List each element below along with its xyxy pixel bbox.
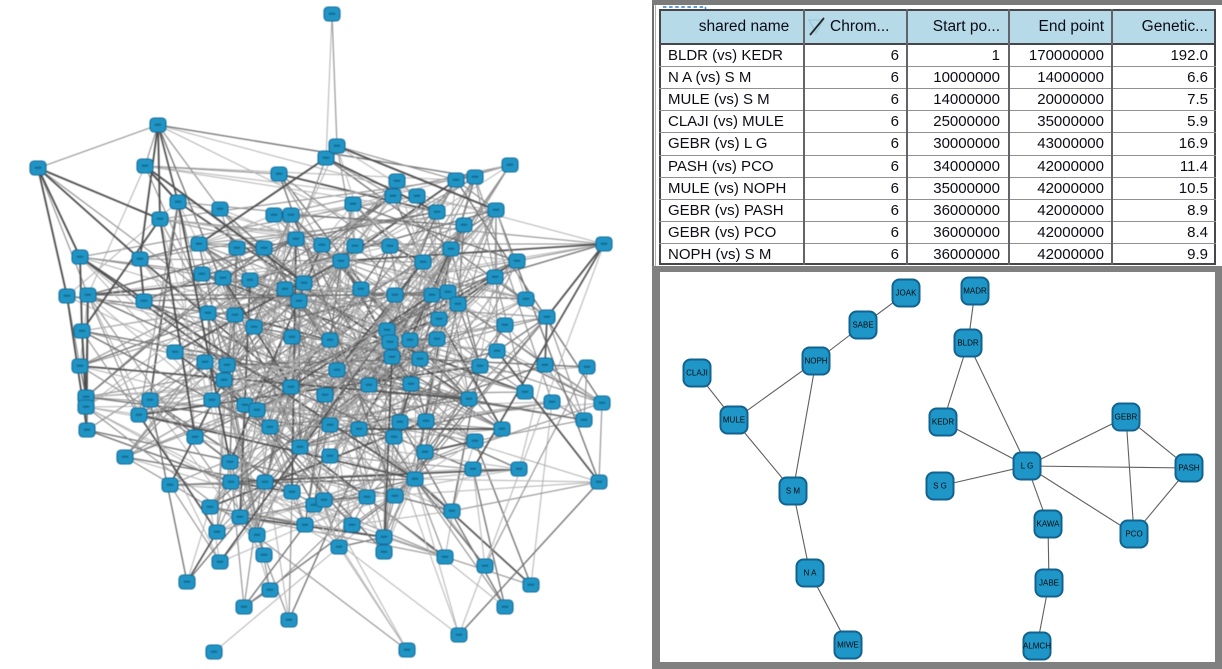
svg-text:NOPH: NOPH bbox=[804, 357, 827, 366]
svg-text:L G: L G bbox=[1021, 462, 1034, 471]
svg-text:S G: S G bbox=[933, 482, 947, 491]
svg-text:PCO: PCO bbox=[1125, 530, 1142, 539]
svg-text:GEBR: GEBR bbox=[1115, 413, 1138, 422]
svg-text:S M: S M bbox=[786, 487, 801, 496]
svg-text:SABE: SABE bbox=[852, 321, 873, 330]
svg-text:N A: N A bbox=[804, 569, 818, 578]
svg-text:MIWE: MIWE bbox=[837, 641, 859, 650]
svg-text:JABE: JABE bbox=[1039, 579, 1059, 588]
svg-text:PASH: PASH bbox=[1178, 464, 1199, 473]
svg-text:KEDR: KEDR bbox=[932, 418, 954, 427]
svg-text:ALMCH: ALMCH bbox=[1023, 642, 1051, 651]
svg-text:MADR: MADR bbox=[963, 287, 987, 296]
svg-text:KAWA: KAWA bbox=[1037, 520, 1061, 529]
svg-text:CLAJI: CLAJI bbox=[686, 369, 708, 378]
svg-text:JOAK: JOAK bbox=[896, 289, 918, 298]
svg-text:MULE: MULE bbox=[723, 416, 745, 425]
svg-text:BLDR: BLDR bbox=[957, 339, 979, 348]
